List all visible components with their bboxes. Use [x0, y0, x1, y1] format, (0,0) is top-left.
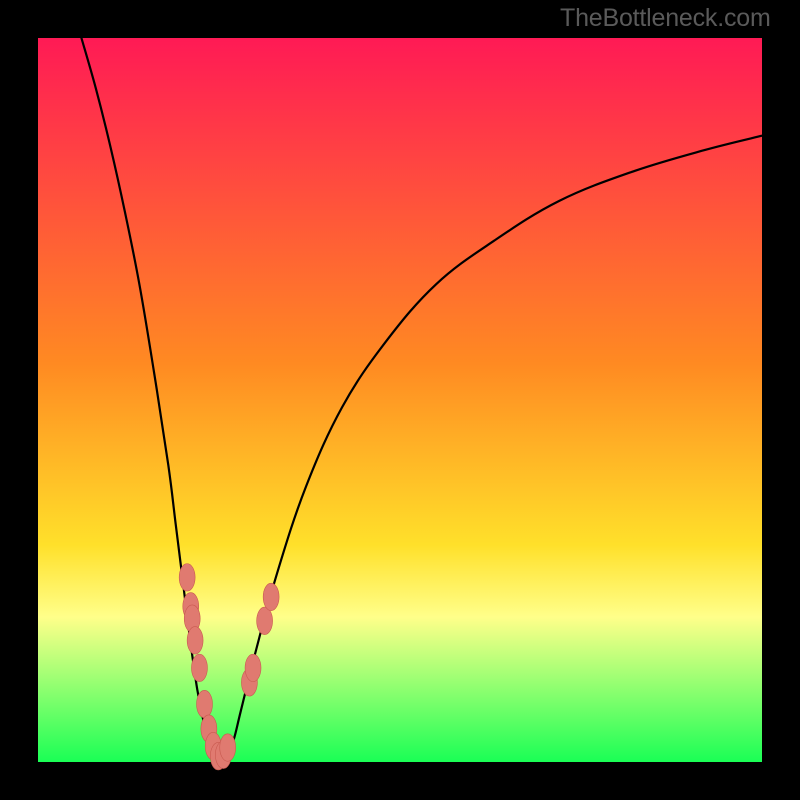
bottleneck-curve	[81, 38, 762, 761]
plot-area	[38, 38, 762, 762]
data-marker	[220, 734, 236, 762]
data-marker	[245, 654, 261, 682]
data-marker	[179, 564, 195, 592]
data-marker	[191, 654, 207, 682]
data-markers	[179, 564, 279, 770]
chart-container: TheBottleneck.com	[0, 0, 800, 800]
data-marker	[257, 607, 273, 635]
plot-svg	[38, 38, 762, 762]
watermark-text: TheBottleneck.com	[560, 4, 771, 33]
data-marker	[263, 583, 279, 611]
data-marker	[187, 627, 203, 655]
data-marker	[197, 690, 213, 718]
